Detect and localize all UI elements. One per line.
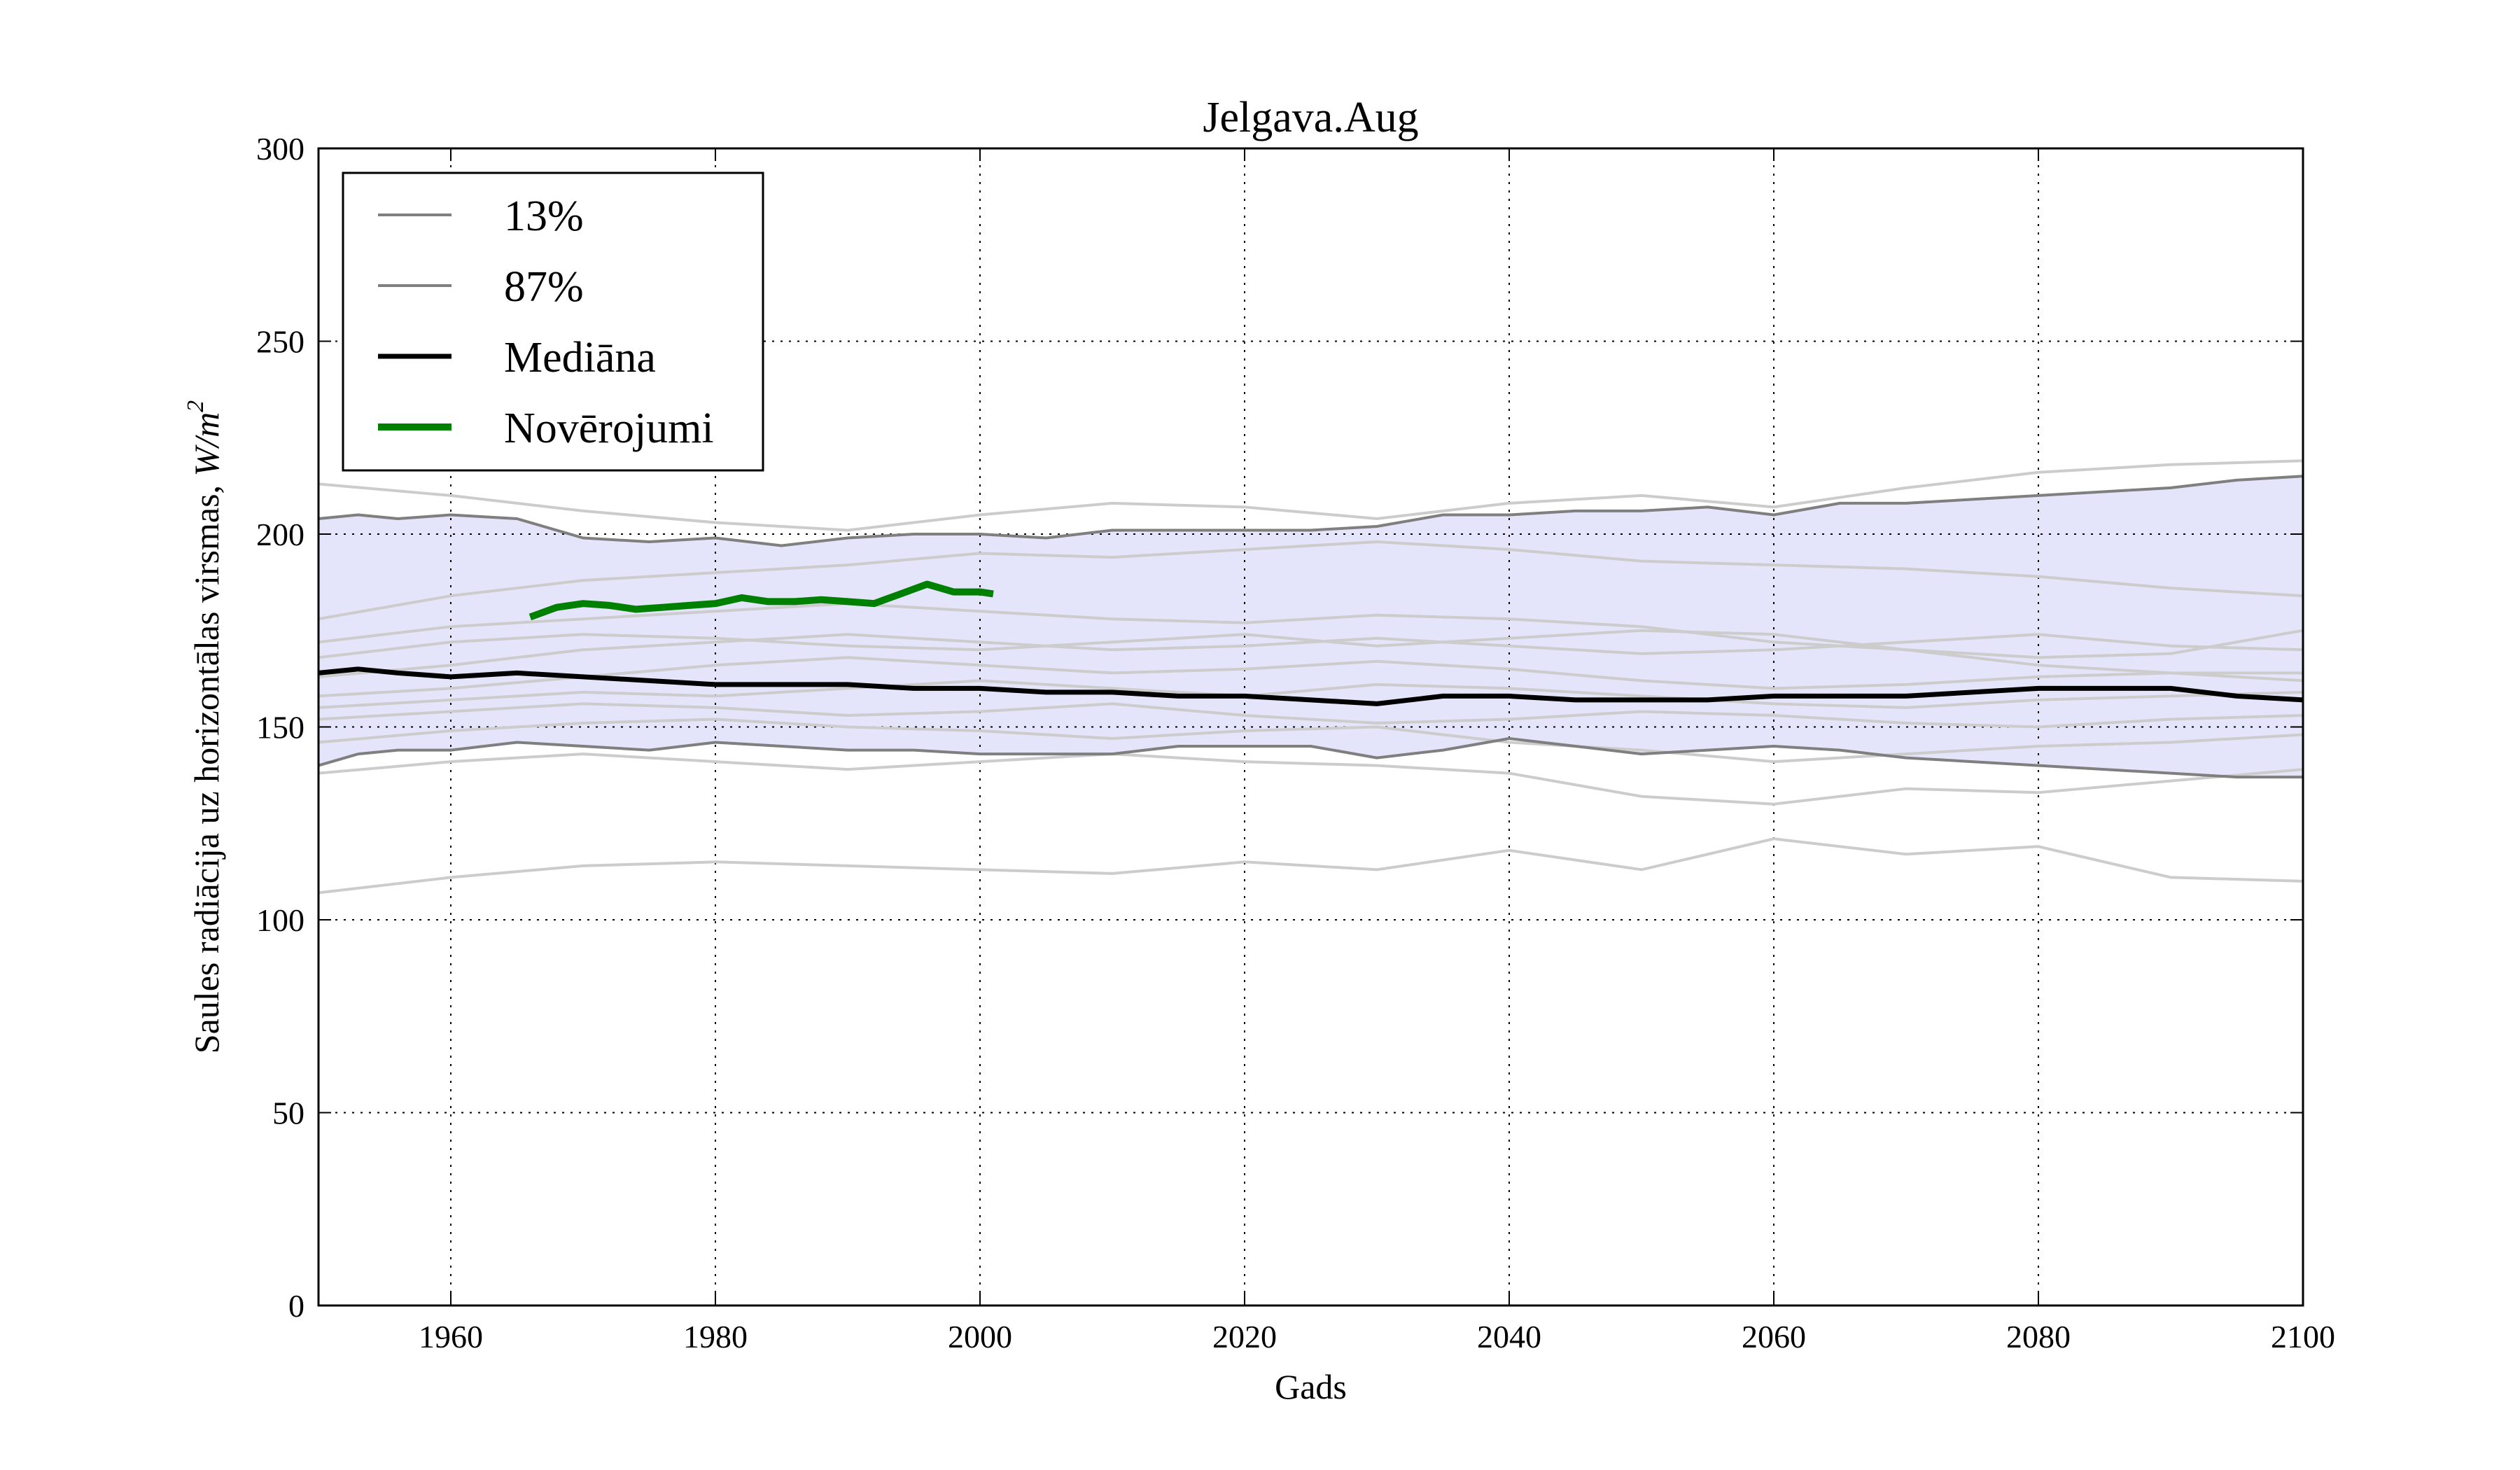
series-line-percentile [318, 737, 2303, 779]
ensemble-member-line [318, 459, 2304, 532]
y-tick-label: 300 [256, 131, 304, 167]
series-line-observations [528, 580, 994, 621]
ensemble-member-line [318, 602, 2304, 659]
x-tick-label: 2060 [1742, 1319, 1806, 1354]
legend-label: 13% [504, 192, 584, 240]
ensemble-member-line [318, 656, 2303, 698]
x-tick-label: 1960 [419, 1319, 483, 1354]
ensemble-member-line [318, 702, 2304, 729]
y-tick-label: 0 [288, 1288, 304, 1324]
legend-label: 87% [504, 263, 584, 311]
legend-label: Mediāna [504, 334, 656, 382]
y-axis-title-unit: W/m [187, 412, 226, 477]
legend-box [342, 172, 764, 472]
percentile-band [318, 476, 2303, 778]
ensemble-member-line [318, 540, 2304, 621]
legend: 13% 87% Mediāna Novērojumi [342, 172, 764, 472]
legend-label: Novērojumi [504, 405, 714, 452]
ensemble-member-line [318, 718, 2304, 764]
y-tick-label: 150 [256, 710, 304, 746]
y-tick-label: 100 [256, 902, 304, 938]
y-tick-label: 250 [256, 324, 304, 360]
percentile-band-area [318, 476, 2303, 778]
x-tick-label: 2000 [948, 1319, 1012, 1354]
ensemble-lines [318, 459, 2304, 895]
y-axis-title-exponent: 2 [183, 400, 209, 412]
x-axis-title: Gads [1275, 1367, 1347, 1406]
ensemble-member-line [318, 837, 2304, 895]
x-tick-label: 2040 [1477, 1319, 1541, 1354]
y-tick-label: 50 [272, 1096, 304, 1131]
y-tick-label: 200 [256, 517, 304, 552]
x-tick-label: 2080 [2006, 1319, 2071, 1354]
grid-lines [318, 148, 2303, 1306]
chart-title: Jelgava.Aug [1203, 94, 1418, 141]
ensemble-member-line [318, 752, 2304, 806]
series-line-median [318, 666, 2304, 706]
x-tick-label: 2100 [2271, 1319, 2335, 1354]
y-axis-title: Saules radiācija uz horizontālas virsmas… [183, 400, 226, 1054]
axis-ticks: 1960 1980 2000 2020 2040 2060 2080 2100 0 50 100 15… [256, 131, 2335, 1354]
x-tick-label: 2020 [1212, 1319, 1277, 1354]
y-axis-title-text: Saules radiācija uz horizontālas virsmas… [187, 476, 226, 1054]
series-lines [318, 475, 2304, 779]
x-tick-label: 1980 [683, 1319, 748, 1354]
ensemble-member-line [318, 679, 2304, 709]
ensemble-member-line [318, 633, 2304, 678]
series-line-percentile [318, 475, 2304, 547]
ensemble-member-line [318, 629, 2304, 682]
